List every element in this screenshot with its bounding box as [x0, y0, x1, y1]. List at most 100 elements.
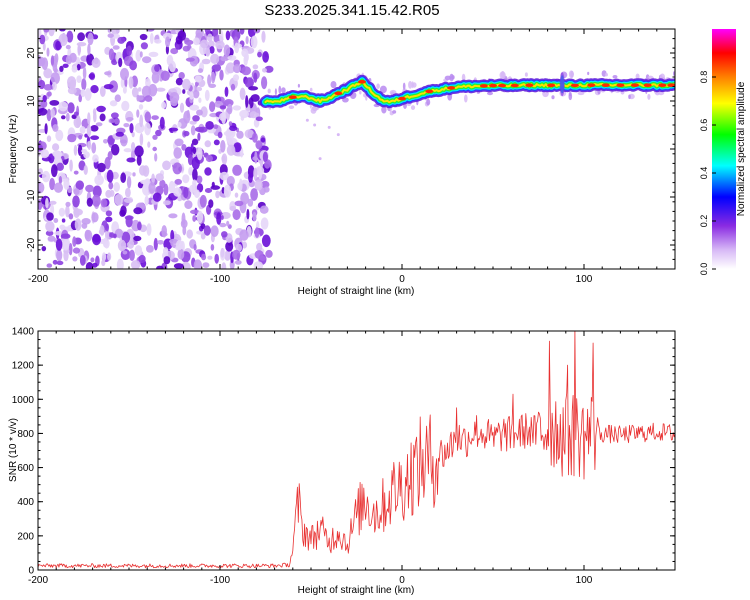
noise-blob	[261, 30, 266, 43]
noise-blob	[173, 147, 182, 159]
noise-blob	[196, 210, 204, 224]
noise-blob	[126, 45, 132, 57]
x-tick-label: -100	[210, 575, 230, 586]
noise-blob	[210, 53, 220, 64]
noise-blob	[232, 209, 241, 221]
noise-blob	[109, 118, 116, 123]
noise-blob	[91, 194, 101, 207]
y-tick-label: -20	[26, 237, 37, 252]
noise-blob	[78, 135, 83, 140]
noise-blob	[46, 212, 54, 221]
noise-blob	[231, 29, 241, 41]
x-tick-label: 100	[576, 274, 593, 285]
noise-blob	[43, 29, 50, 33]
noise-blob	[260, 180, 270, 189]
ridge-peak	[631, 83, 639, 87]
noise-blob	[90, 85, 99, 94]
ridge-peak	[479, 84, 488, 88]
noise-blob	[52, 259, 58, 265]
noise-blob	[201, 253, 207, 261]
noise-blob	[121, 100, 130, 112]
noise-blob	[46, 47, 50, 57]
noise-blob	[252, 64, 259, 70]
noise-blob	[239, 229, 249, 241]
ridge-halo-blob	[297, 83, 300, 88]
noise-blob	[105, 223, 109, 232]
ridge-halo-blob	[281, 87, 286, 94]
noise-blob	[225, 30, 231, 41]
scatter-dot	[318, 157, 322, 161]
noise-blob	[196, 109, 203, 116]
noise-blob	[163, 247, 169, 255]
noise-blob	[223, 44, 231, 57]
noise-blob	[58, 101, 68, 112]
ridge-halo-blob	[310, 107, 317, 114]
noise-blob	[163, 183, 169, 196]
noise-blob	[148, 83, 158, 97]
noise-blob	[50, 72, 60, 85]
ridge-halo-blob	[444, 75, 452, 81]
ridge-halo-blob	[461, 73, 466, 82]
noise-blob	[97, 162, 106, 173]
noise-blob	[129, 123, 134, 134]
ridge-halo-blob	[551, 95, 555, 100]
noise-blob	[51, 164, 58, 178]
noise-blob	[241, 66, 252, 76]
noise-blob	[189, 184, 196, 193]
noise-blob	[129, 249, 135, 261]
ridge-peak	[570, 83, 579, 88]
noise-blob	[175, 44, 180, 50]
noise-blob	[165, 36, 171, 48]
noise-blob	[204, 167, 212, 176]
noise-blob	[56, 162, 64, 171]
noise-blob	[131, 142, 136, 152]
noise-blob	[221, 153, 228, 165]
snr-y-label: SNR (10 * v/v)	[8, 418, 19, 482]
noise-blob	[133, 235, 142, 242]
noise-blob	[179, 102, 185, 113]
noise-blob	[260, 137, 266, 143]
ridge-peak	[288, 95, 297, 99]
noise-region	[38, 29, 274, 269]
noise-blob	[210, 71, 216, 84]
noise-blob	[177, 30, 187, 41]
y-tick-label: 1400	[12, 327, 35, 338]
noise-blob	[243, 54, 248, 66]
noise-blob	[47, 235, 56, 242]
noise-blob	[219, 105, 227, 110]
noise-blob	[38, 168, 43, 175]
noise-blob	[245, 95, 249, 108]
snr-y-axis: 0 200 400 600 800 1000 1200 1400	[12, 327, 675, 577]
noise-blob	[107, 252, 112, 261]
noise-blob	[263, 186, 270, 193]
noise-blob	[225, 241, 234, 252]
noise-blob	[252, 211, 257, 222]
noise-blob	[86, 197, 93, 207]
noise-blob	[38, 143, 43, 152]
noise-blob	[44, 123, 48, 135]
noise-blob	[72, 195, 80, 208]
noise-blob	[170, 229, 175, 242]
y-tick-label: 1200	[12, 361, 35, 372]
snr-series-line	[38, 331, 675, 569]
noise-blob	[192, 215, 197, 222]
noise-blob	[117, 36, 126, 44]
noise-blob	[38, 182, 45, 194]
ridge-halo-blob	[499, 71, 506, 80]
noise-blob	[134, 145, 144, 158]
noise-blob	[50, 108, 55, 118]
ridge-halo-blob	[408, 81, 413, 89]
noise-blob	[254, 150, 258, 164]
ridge-peak	[498, 83, 507, 88]
noise-blob	[192, 146, 197, 155]
noise-blob	[68, 243, 73, 256]
noise-blob	[153, 237, 158, 251]
noise-blob	[198, 97, 202, 103]
colorbar: 0.0 0.2 0.4 0.6 0.8 Normalized spectral ampl…	[699, 29, 747, 275]
noise-blob	[189, 120, 197, 125]
ridge-peak	[510, 83, 519, 88]
noise-blob	[120, 172, 127, 183]
ridge-peak	[525, 83, 534, 87]
noise-blob	[181, 212, 186, 226]
noise-blob	[188, 166, 194, 176]
